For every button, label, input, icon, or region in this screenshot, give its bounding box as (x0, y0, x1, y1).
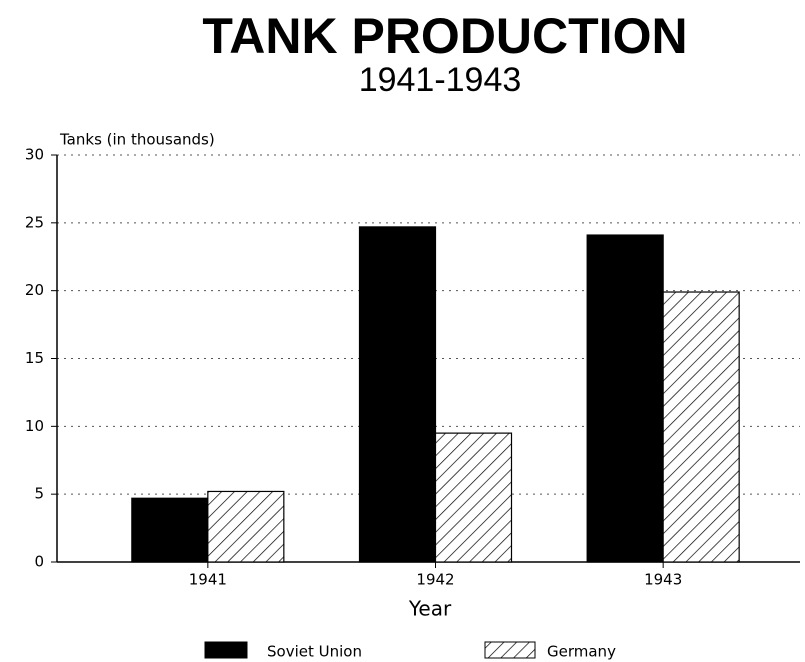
y-tick-label: 20 (25, 281, 44, 299)
bar (662, 291, 740, 563)
bar (586, 234, 664, 563)
x-tick-label: 1943 (644, 571, 682, 589)
y-tick-label: 10 (25, 417, 44, 435)
x-axis-label: Year (408, 597, 452, 621)
chart-subtitle: 1941-1943 (359, 61, 522, 99)
legend-swatch (204, 641, 248, 659)
x-tick-label: 1941 (189, 571, 227, 589)
y-tick-label: 30 (25, 146, 44, 164)
y-axis-label: Tanks (in thousands) (59, 131, 215, 149)
bar (207, 490, 285, 563)
legend-label: Soviet Union (267, 643, 362, 661)
y-tick-label: 5 (34, 485, 44, 503)
y-tick-label: 0 (34, 553, 44, 571)
y-tick-label: 15 (25, 349, 44, 367)
bar (131, 497, 209, 563)
legend-swatch (484, 641, 536, 659)
chart-title: TANK PRODUCTION (202, 8, 687, 64)
legend-label: Germany (547, 643, 616, 661)
bar (434, 432, 513, 563)
bar (358, 226, 437, 563)
y-tick-label: 25 (25, 213, 44, 231)
x-tick-label: 1942 (416, 571, 454, 589)
